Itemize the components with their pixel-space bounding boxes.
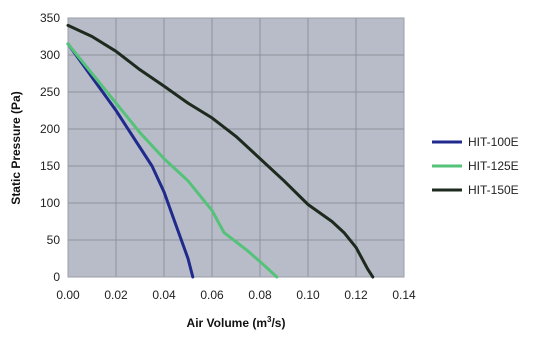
x-axis-title: Air Volume (m3/s)	[187, 315, 286, 330]
y-tick-label: 350	[40, 11, 60, 25]
x-axis-ticks: 0.00 0.02 0.04 0.06 0.08 0.10 0.12 0.14	[56, 288, 416, 302]
legend-label-hit-125e: HIT-125E	[468, 159, 519, 173]
x-tick-label: 0.10	[296, 288, 320, 302]
y-tick-label: 0	[53, 270, 60, 284]
x-tick-label: 0.02	[104, 288, 128, 302]
x-tick-label: 0.12	[344, 288, 368, 302]
x-tick-label: 0.06	[200, 288, 224, 302]
legend: HIT-100E HIT-125E HIT-150E	[432, 135, 519, 197]
y-tick-label: 100	[40, 196, 60, 210]
x-tick-label: 0.04	[152, 288, 176, 302]
x-axis-title-superscript: 3	[267, 315, 272, 324]
legend-label-hit-150e: HIT-150E	[468, 183, 519, 197]
y-tick-label: 50	[47, 233, 61, 247]
grid	[67, 17, 405, 278]
y-axis-title: Static Pressure (Pa)	[9, 91, 23, 204]
x-axis-title-main: Air Volume (m	[187, 316, 267, 330]
y-tick-label: 250	[40, 85, 60, 99]
y-tick-label: 200	[40, 122, 60, 136]
x-axis-title-unit: /s)	[271, 316, 285, 330]
series-lines	[66, 23, 375, 279]
x-tick-label: 0.00	[56, 288, 80, 302]
y-tick-label: 300	[40, 48, 60, 62]
series-line-hit-125e	[66, 42, 279, 279]
plot-border	[67, 17, 405, 278]
x-tick-label: 0.14	[392, 288, 416, 302]
series-line-hit-100e	[66, 42, 195, 279]
x-tick-label: 0.08	[248, 288, 272, 302]
series-line-hit-150e	[66, 23, 375, 279]
plot-area	[68, 18, 404, 277]
y-tick-label: 150	[40, 159, 60, 173]
y-axis-ticks: 0 50 100 150 200 250 300 350	[40, 11, 60, 284]
legend-label-hit-100e: HIT-100E	[468, 135, 519, 149]
